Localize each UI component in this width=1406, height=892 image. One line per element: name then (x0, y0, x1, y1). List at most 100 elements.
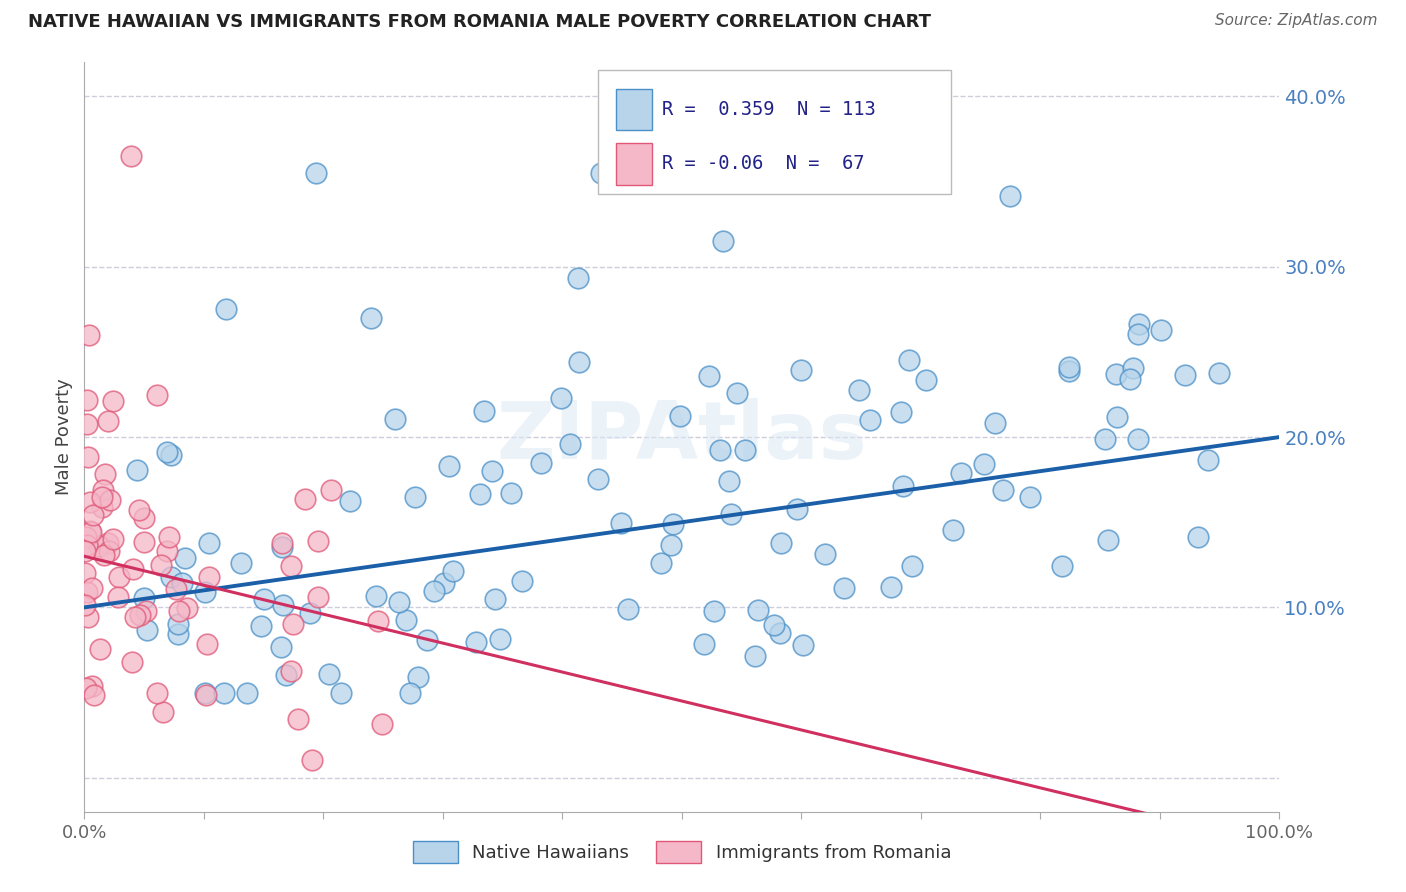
Point (786, 502, 808, 516)
Point (89, 539, 111, 553)
Point (160, 448, 183, 462)
Point (464, 634, 486, 648)
Point (1119, 372, 1142, 386)
Point (91, 490, 114, 504)
Point (720, 508, 742, 522)
Point (568, 355, 591, 369)
Point (229, 556, 252, 570)
Point (422, 583, 444, 598)
Point (832, 581, 855, 595)
Point (567, 270, 589, 285)
Point (75, 681, 97, 696)
Point (194, 685, 217, 699)
Point (271, 599, 294, 613)
Point (281, 617, 304, 632)
Point (662, 517, 685, 532)
Point (122, 562, 145, 576)
Point (770, 536, 793, 550)
Point (318, 666, 340, 681)
Point (98, 492, 121, 507)
Text: R = -0.06  N =  67: R = -0.06 N = 67 (662, 154, 865, 173)
Point (287, 712, 309, 726)
Point (879, 580, 901, 594)
Point (93, 467, 115, 481)
Point (174, 550, 197, 565)
Point (406, 670, 429, 684)
Point (481, 464, 503, 478)
Point (395, 613, 418, 627)
Point (195, 637, 218, 651)
Point (484, 592, 506, 607)
Point (101, 532, 124, 546)
Point (1208, 366, 1230, 380)
Point (97, 536, 120, 550)
Y-axis label: Male Poverty: Male Poverty (55, 379, 73, 495)
Point (159, 530, 181, 544)
Point (897, 353, 920, 368)
Point (404, 490, 426, 504)
Point (709, 443, 731, 458)
Point (558, 437, 581, 451)
Point (1050, 558, 1073, 573)
Point (693, 637, 716, 651)
Point (160, 570, 183, 584)
Point (194, 688, 217, 702)
Point (73, 544, 96, 558)
Point (82, 508, 104, 523)
Point (950, 466, 973, 480)
FancyBboxPatch shape (599, 70, 950, 194)
Point (1197, 453, 1219, 467)
Point (718, 474, 741, 488)
Point (703, 604, 725, 618)
Point (669, 409, 692, 423)
Point (339, 493, 361, 508)
Point (744, 648, 766, 663)
Point (1094, 432, 1116, 446)
Point (76, 584, 98, 599)
Point (512, 574, 534, 589)
Text: NATIVE HAWAIIAN VS IMMIGRANTS FROM ROMANIA MALE POVERTY CORRELATION CHART: NATIVE HAWAIIAN VS IMMIGRANTS FROM ROMAN… (28, 13, 931, 31)
Point (301, 754, 323, 768)
Point (472, 404, 495, 418)
Point (274, 668, 297, 682)
Point (146, 388, 169, 402)
Point (280, 665, 302, 679)
Point (80, 524, 103, 539)
Point (307, 533, 329, 548)
Point (439, 459, 461, 474)
Point (73, 598, 96, 612)
Point (941, 523, 963, 537)
Point (915, 373, 938, 387)
Point (367, 614, 389, 628)
Point (305, 166, 328, 180)
Point (1105, 367, 1128, 381)
Point (83, 688, 105, 702)
Point (848, 383, 870, 397)
Point (270, 640, 292, 654)
Point (76, 393, 98, 408)
Point (80, 679, 103, 693)
Point (307, 591, 329, 605)
Point (900, 559, 922, 574)
Point (499, 485, 522, 500)
Text: R =  0.359  N = 113: R = 0.359 N = 113 (662, 100, 876, 119)
Point (1000, 189, 1022, 203)
Point (550, 391, 572, 405)
Point (120, 149, 142, 163)
Point (271, 540, 294, 554)
Point (194, 585, 217, 599)
Point (79, 495, 101, 509)
Point (973, 457, 995, 471)
Point (79, 524, 101, 539)
Point (711, 234, 734, 248)
Point (107, 590, 129, 604)
Point (1122, 361, 1144, 376)
Point (725, 385, 748, 400)
Point (198, 570, 221, 584)
Point (176, 600, 198, 615)
Point (91, 483, 114, 498)
Point (433, 575, 456, 590)
Point (76, 450, 98, 464)
Point (197, 536, 219, 550)
Point (891, 479, 914, 493)
